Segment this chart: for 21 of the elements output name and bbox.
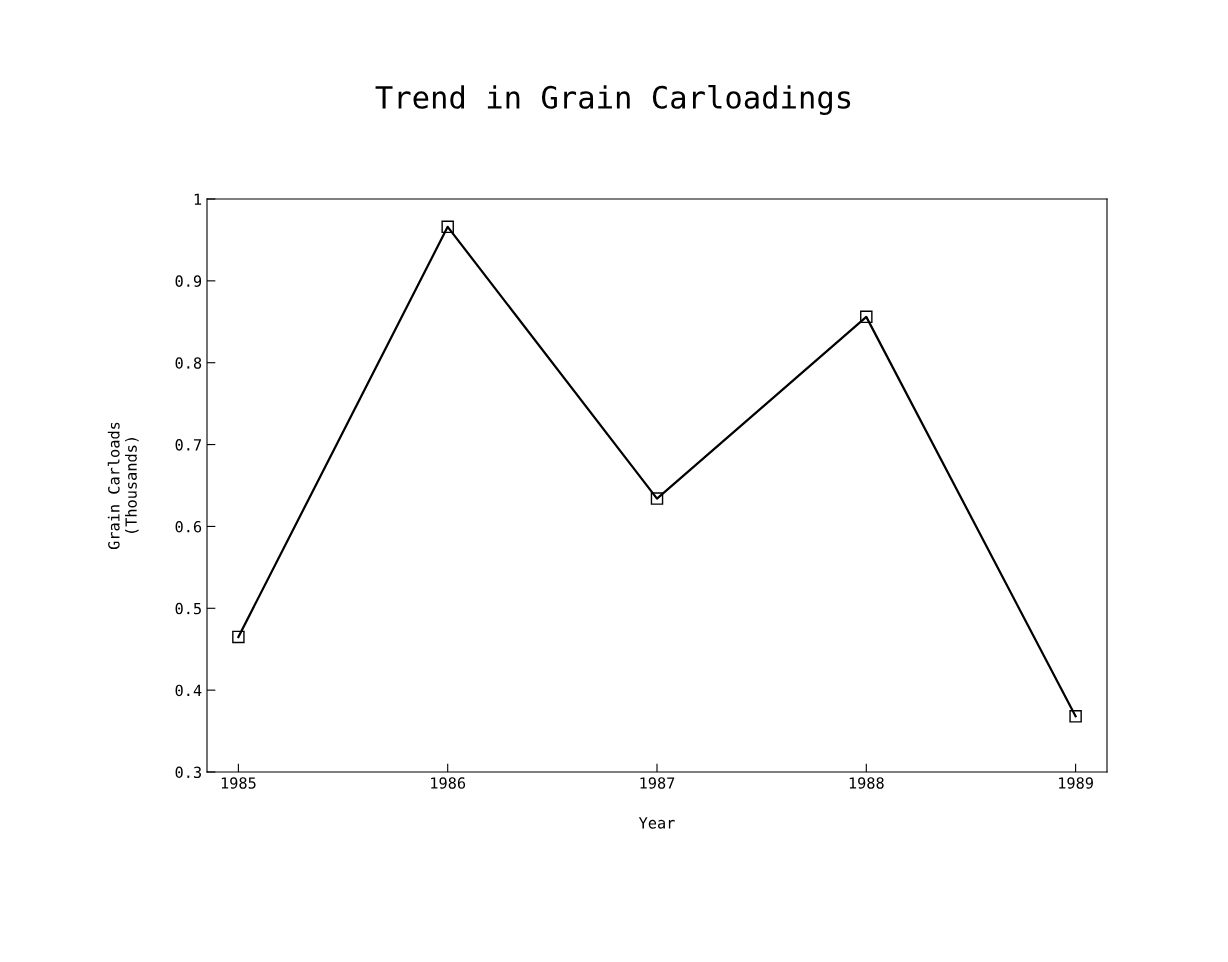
chart-title: Trend in Grain Carloadings [375, 85, 851, 115]
x-tick-label: 1985 [221, 777, 256, 789]
point [650, 492, 664, 505]
y-axis-title: Grain Carloads (Thousands) [107, 422, 139, 550]
x-tick-label: 1987 [640, 777, 675, 789]
x-tick-label: 1986 [431, 777, 466, 789]
y-tick-label: 0.7 [175, 439, 201, 451]
point [1069, 710, 1082, 723]
y-tick-label: 0.6 [175, 520, 202, 533]
y-tick-label: 0.4 [175, 684, 202, 697]
y-tick-label: 0.3 [175, 766, 201, 779]
x-axis-title: Year [638, 817, 675, 829]
y-tick-label: 1 [194, 193, 202, 205]
y-tick-label: 0.8 [175, 357, 202, 369]
y-tick-label: 0.5 [175, 602, 201, 615]
point [860, 310, 873, 324]
point [441, 220, 454, 234]
x-tick-label: 1988 [849, 777, 884, 789]
y-tick-label: 0.9 [175, 275, 202, 287]
x-tick-label: 1989 [1059, 777, 1093, 789]
point [232, 630, 245, 644]
